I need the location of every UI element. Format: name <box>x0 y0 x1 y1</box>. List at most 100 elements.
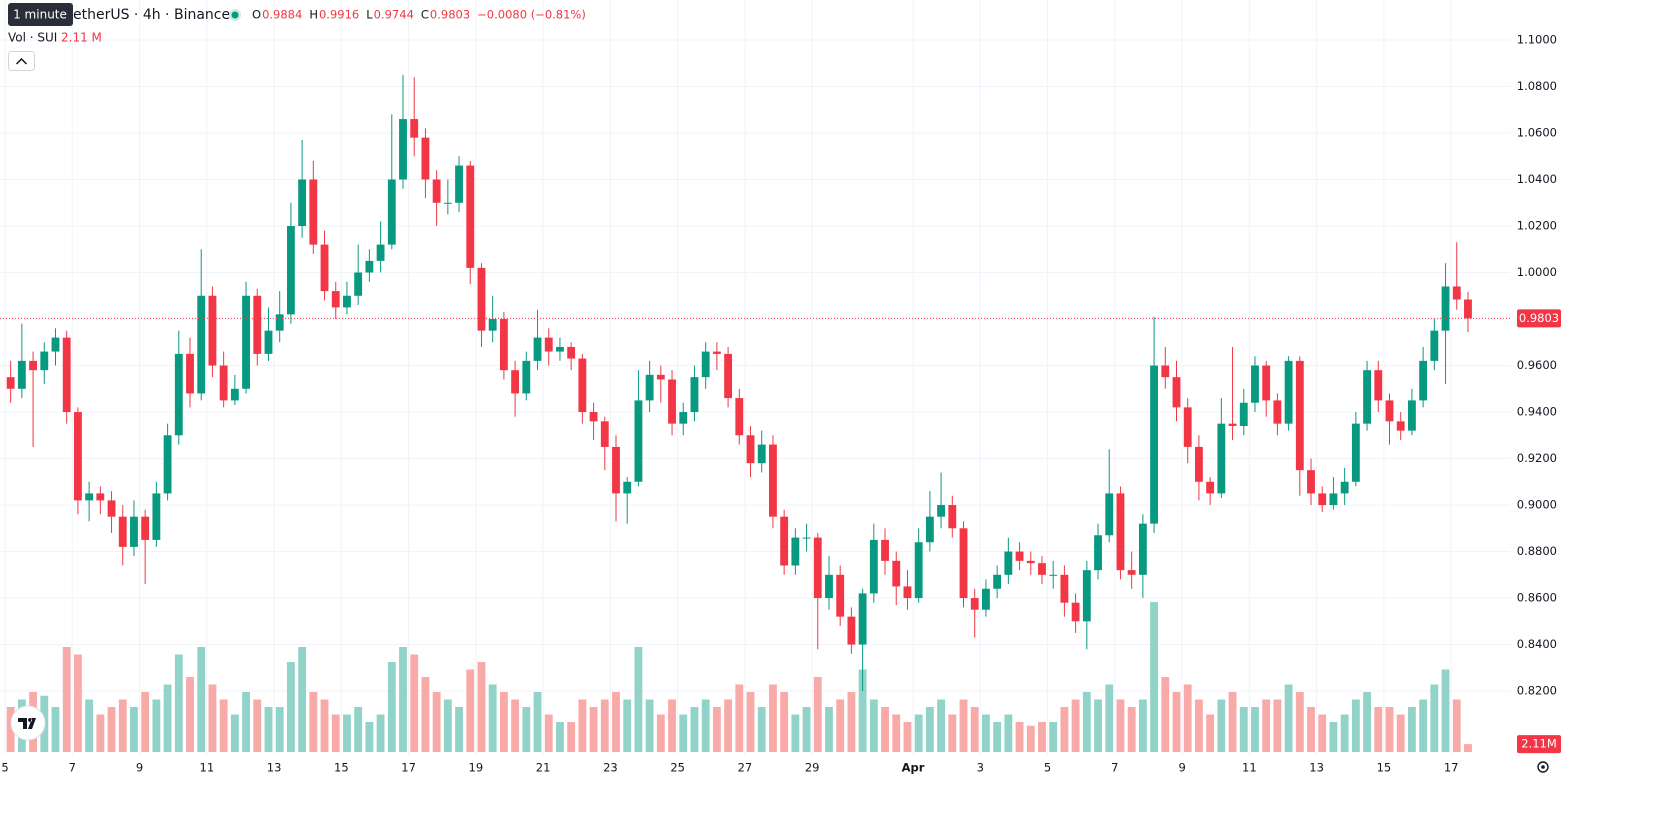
volume-bar <box>96 714 105 752</box>
candle-body <box>197 295 206 394</box>
volume-bar <box>354 707 363 752</box>
candle-body <box>6 377 15 389</box>
settings-icon[interactable] <box>1537 761 1549 773</box>
volume-bar <box>1217 699 1226 752</box>
collapse-button[interactable] <box>8 51 35 71</box>
volume-bar <box>937 699 946 752</box>
candle-body <box>1105 493 1114 536</box>
candle-body <box>40 351 49 371</box>
candle-body <box>1071 602 1080 622</box>
volume-bar <box>914 714 923 752</box>
volume-bar <box>556 722 564 752</box>
volume-bar <box>399 647 407 752</box>
volume-bar <box>982 714 990 752</box>
last-volume-box <box>1517 735 1561 754</box>
axes: 0.8200 0.8400 0.8600 0.8800 0.9000 0.9200 0.94… <box>0 32 1561 775</box>
candle-body <box>264 330 273 354</box>
x-tick-label: 13 <box>1309 761 1324 775</box>
volume-bar <box>1251 707 1259 752</box>
candle-body <box>387 179 396 245</box>
volume-bar <box>668 699 676 752</box>
status-dot <box>231 11 239 19</box>
candle-body <box>466 165 475 268</box>
candle-body <box>62 337 71 413</box>
candle-body <box>746 435 755 464</box>
volume-bar <box>1138 699 1147 752</box>
volume-bar <box>1071 699 1080 752</box>
y-tick-label: 0.9200 <box>1517 451 1557 465</box>
volume-bar <box>208 684 217 752</box>
volume-bar <box>1396 714 1405 752</box>
x-tick-label: 15 <box>1377 761 1392 775</box>
candle-body <box>769 444 777 517</box>
candle-body <box>309 179 318 245</box>
candle-body <box>421 137 430 180</box>
candle-body <box>982 588 990 610</box>
x-tick-label: 7 <box>1111 761 1118 775</box>
volume-bar <box>1161 677 1170 752</box>
volume-bar <box>813 677 822 752</box>
candle-body <box>219 365 228 401</box>
candle-body <box>1150 365 1159 524</box>
volume-bar <box>881 707 889 752</box>
y-tick-label: 1.0600 <box>1517 126 1557 140</box>
volume-bar <box>1351 699 1360 752</box>
y-tick-label: 0.8400 <box>1517 637 1557 651</box>
y-tick-label: 0.8800 <box>1517 544 1557 558</box>
volume-bar <box>499 692 508 752</box>
last-price-label: 0.9803 <box>1519 311 1559 325</box>
volume-bar <box>1239 707 1248 752</box>
volume-bar <box>309 692 318 752</box>
legend-item: C <box>421 8 429 22</box>
candle-body <box>1094 535 1102 571</box>
candle-body <box>1363 370 1371 424</box>
candle-body <box>51 337 60 352</box>
volume-bar <box>152 699 161 752</box>
candle-body <box>556 346 564 352</box>
legend-item: 0.9744 <box>374 8 414 22</box>
x-tick-label: Apr <box>902 761 925 775</box>
candle-body <box>612 446 620 494</box>
candle-body <box>1452 286 1461 300</box>
y-tick-label: 0.9000 <box>1517 498 1557 512</box>
candle-body <box>152 493 161 540</box>
x-tick-label: 15 <box>334 761 349 775</box>
candle-body <box>712 351 721 354</box>
volume-bar <box>1419 699 1428 752</box>
candle-body <box>724 353 733 399</box>
candle-body <box>544 337 553 352</box>
volume-bar <box>455 707 463 752</box>
x-tick-label: 5 <box>1044 761 1051 775</box>
volume-bar <box>1206 714 1215 752</box>
volume-bar <box>858 669 867 752</box>
volume-bar <box>174 654 183 752</box>
candle-body <box>645 374 654 401</box>
x-tick-label: 27 <box>738 761 753 775</box>
logo-circle[interactable] <box>10 705 46 741</box>
volume-bar <box>746 692 755 752</box>
volume-bar <box>230 714 239 752</box>
volume-bar <box>1150 602 1159 752</box>
volume-bar <box>1082 692 1091 752</box>
volume-bar <box>724 699 733 752</box>
candle-body <box>825 574 833 599</box>
candle-body <box>735 398 744 436</box>
volume-bar <box>869 699 878 752</box>
candle-body <box>1172 377 1181 408</box>
volume-bar <box>387 662 396 752</box>
volume-bar <box>432 692 441 752</box>
volume-bar <box>85 699 94 752</box>
volume-bar <box>511 699 520 752</box>
candle-body <box>1194 446 1203 482</box>
price-axis-bg <box>1510 0 1678 775</box>
candle-body <box>1217 423 1226 494</box>
volume-bar <box>757 707 766 752</box>
candle-body <box>757 444 766 464</box>
candle-body <box>511 370 520 394</box>
candle-body <box>1082 570 1091 622</box>
volume-bar <box>1228 692 1237 752</box>
candle-body <box>937 505 946 517</box>
candle-body <box>174 353 183 436</box>
volume-bar <box>1307 707 1315 752</box>
volume-bar <box>970 707 979 752</box>
